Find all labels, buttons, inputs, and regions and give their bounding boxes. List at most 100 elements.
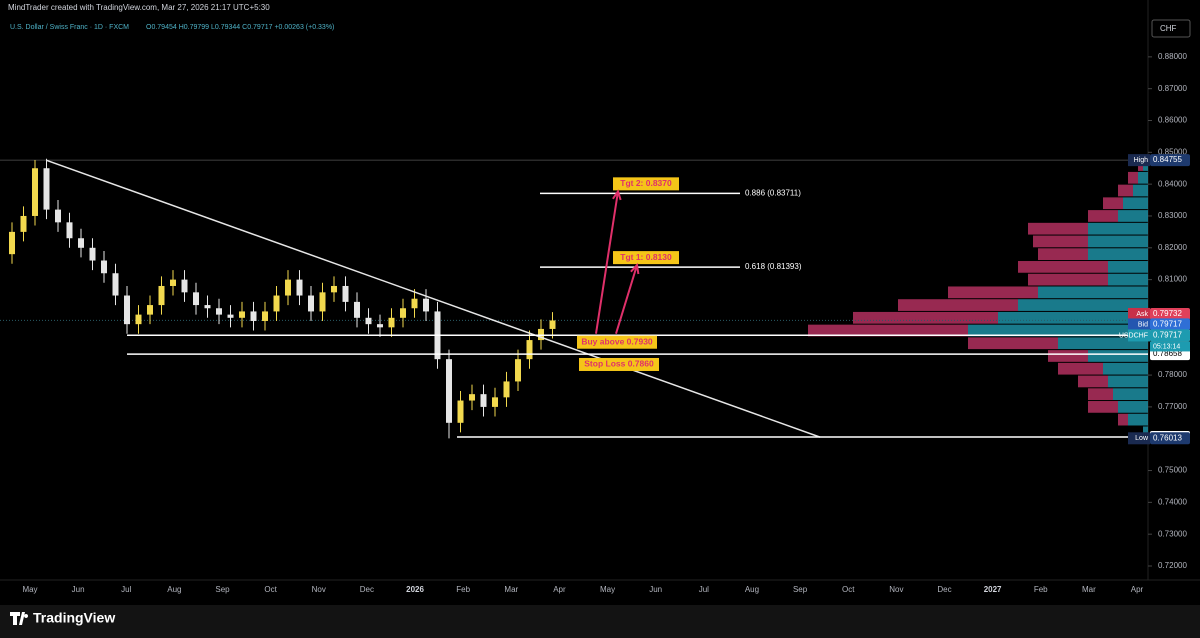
candle-body (492, 397, 498, 407)
profile-up (1123, 197, 1148, 210)
annotation-box (577, 335, 657, 349)
x-tick-label: Apr (553, 585, 566, 594)
candle-body (354, 301, 360, 318)
x-tick-label: Aug (745, 585, 759, 594)
candle-body (319, 292, 326, 312)
candle-body (400, 308, 406, 318)
price-tag-name-bg (1128, 432, 1150, 445)
candle-body (112, 273, 119, 296)
currency[interactable]: CHF (1160, 24, 1177, 33)
profile-up (1058, 337, 1148, 350)
x-tick-label: Dec (360, 585, 374, 594)
price-tag-name: USDCHF (1119, 332, 1148, 339)
price-tag-name-bg (1128, 154, 1150, 167)
arrow (615, 264, 638, 334)
profile-down (1018, 261, 1108, 273)
x-tick-label: Apr (1131, 585, 1144, 594)
arrow (595, 191, 619, 334)
countdown-bg (1150, 341, 1190, 352)
x-tick-label: May (22, 585, 37, 594)
candle-body (135, 314, 142, 325)
candle-body (55, 209, 61, 223)
candle-body (503, 381, 510, 398)
profile-down (808, 324, 968, 337)
candle-body (147, 305, 153, 315)
price-tag-label: 0.76013 (1153, 433, 1182, 442)
price-tag-name: Low (1135, 435, 1149, 442)
currency-box[interactable] (1151, 19, 1191, 38)
profile-up (1133, 184, 1148, 197)
candle-body (262, 311, 268, 321)
target-label: Tgt 2: 0.8370 (620, 178, 672, 188)
x-tick-label: Aug (167, 585, 181, 594)
profile-up (1018, 299, 1148, 311)
profile-up (1108, 375, 1148, 388)
y-tick-label: 0.84000 (1158, 179, 1187, 188)
profile-down (1088, 401, 1118, 413)
price-tag-name: High (1134, 157, 1149, 164)
profile-down (1078, 375, 1108, 388)
profile-down (853, 311, 998, 324)
symbol: U.S. Dollar / Swiss Franc · 1D · FXCM (10, 24, 129, 31)
candle-body (515, 359, 521, 382)
candle-body (20, 215, 27, 232)
y-tick-label: 0.85000 (1158, 147, 1187, 156)
profile-down (1028, 222, 1088, 235)
x-tick-label: Nov (889, 585, 903, 594)
profile-down (1128, 171, 1138, 184)
candle-body (446, 359, 452, 423)
candle-body (193, 292, 199, 306)
candle-body (239, 311, 245, 318)
candle-body (43, 168, 50, 210)
profile-up (1118, 210, 1148, 222)
x-tick-label: Sep (793, 585, 808, 594)
annotation-box (579, 357, 659, 371)
candle-body (273, 295, 280, 312)
profile-up (1088, 350, 1148, 362)
candle-body (216, 308, 222, 315)
profile-up (1138, 171, 1148, 184)
x-tick-label: Mar (1082, 585, 1096, 594)
y-tick-label: 0.82000 (1158, 243, 1187, 252)
ohlc: O0.79454 H0.79799 L0.79344 C0.79717 +0.0… (146, 24, 334, 31)
price-tag-name: Ask (1136, 311, 1148, 318)
x-tick-label: Oct (264, 585, 277, 594)
candle-body (78, 238, 84, 248)
candle-body (377, 324, 383, 328)
y-tick-label: 0.83000 (1158, 211, 1187, 220)
candle-body (469, 394, 475, 401)
annotation-label: Stop Loss 0.7860 (584, 359, 654, 369)
x-tick-label: Feb (456, 585, 470, 594)
profile-up (1113, 388, 1148, 401)
price-tag-bg (1150, 329, 1190, 342)
footer-bar (0, 605, 1200, 638)
candle-body (423, 298, 429, 312)
profile-up (1118, 401, 1148, 413)
candle-body (549, 320, 556, 329)
candle-body (89, 247, 96, 261)
profile-down (1048, 350, 1088, 362)
x-tick-label: 2027 (984, 585, 1002, 594)
candle-body (9, 231, 15, 255)
profile-down (898, 299, 1018, 311)
profile-up (998, 311, 1148, 324)
profile-up (1108, 261, 1148, 273)
profile-up (1088, 235, 1148, 248)
profile-up (1088, 222, 1148, 235)
candle-body (158, 285, 165, 306)
trendline (46, 159, 821, 438)
x-tick-label: Jun (649, 585, 662, 594)
brand: TradingView (33, 610, 115, 626)
y-tick-label: 0.74000 (1158, 497, 1187, 506)
candle-body (124, 295, 130, 325)
price-tag-bg (1150, 307, 1190, 320)
y-tick-label: 0.88000 (1158, 52, 1187, 61)
candle-body (170, 279, 176, 286)
profile-up (1128, 413, 1148, 426)
x-tick-label: Jul (699, 585, 709, 594)
price-tag-label: 0.79717 (1153, 320, 1182, 329)
profile-up (968, 324, 1148, 337)
candle-body (457, 400, 464, 423)
annotation-label: Buy above 0.7930 (581, 336, 653, 346)
profile-down (1118, 184, 1133, 197)
